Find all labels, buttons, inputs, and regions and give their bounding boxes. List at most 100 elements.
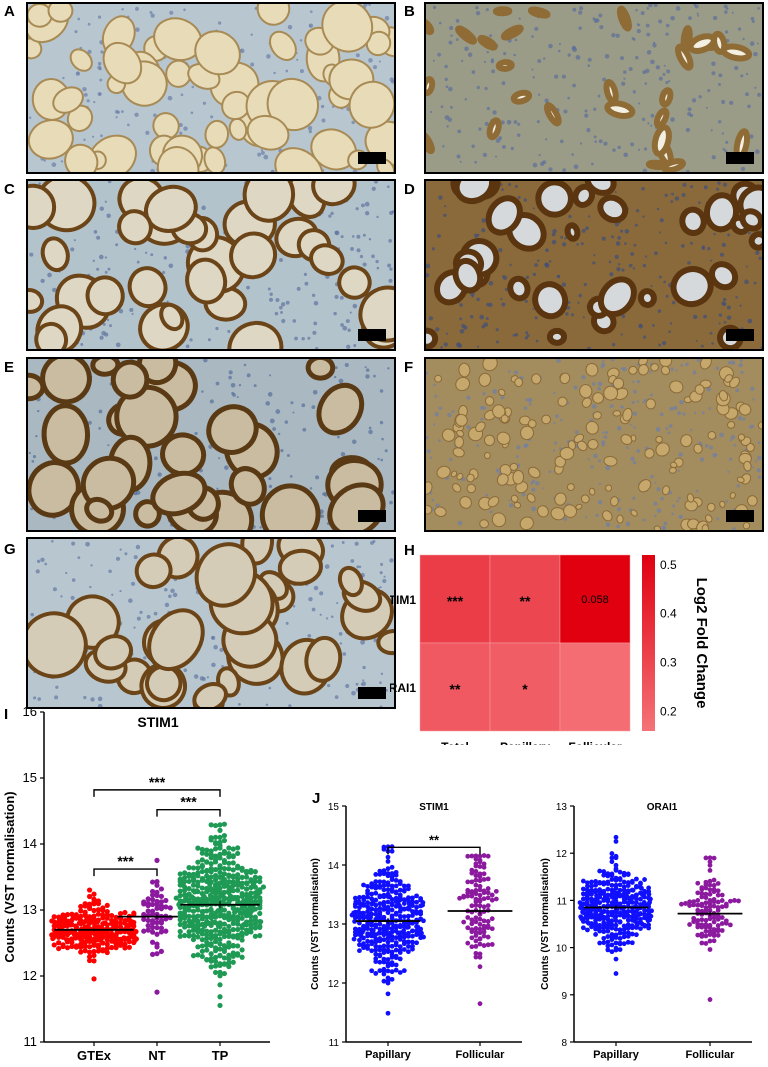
- stromal-nucleus: [307, 633, 312, 638]
- stromal-nucleus: [340, 235, 344, 239]
- data-point: [407, 900, 412, 906]
- stromal-nucleus: [455, 38, 459, 41]
- data-point: [605, 928, 611, 934]
- stromal-nucleus: [320, 514, 324, 518]
- data-point: [373, 971, 379, 976]
- stromal-nucleus: [711, 61, 716, 66]
- stromal-nucleus: [313, 300, 319, 306]
- stromal-nucleus: [711, 342, 714, 345]
- stromal-nucleus: [523, 198, 528, 202]
- y-axis-label: Counts (VST normalisation): [540, 858, 551, 990]
- stromal-nucleus: [334, 294, 339, 300]
- stromal-nucleus: [532, 76, 535, 79]
- stromal-nucleus: [269, 292, 273, 296]
- stromal-nucleus: [718, 120, 722, 124]
- follicle: [737, 433, 746, 441]
- stromal-nucleus: [592, 382, 596, 386]
- stromal-nucleus: [758, 256, 762, 260]
- data-point: [230, 950, 236, 956]
- data-point: [493, 896, 499, 902]
- data-point: [186, 871, 192, 878]
- data-point: [199, 912, 205, 919]
- follicle: [742, 521, 751, 530]
- follicle: [93, 634, 134, 671]
- follicle: [204, 119, 230, 149]
- data-point: [365, 946, 370, 951]
- data-point: [190, 865, 197, 871]
- stromal-nucleus: [285, 69, 289, 73]
- follicle: [159, 302, 185, 332]
- follicle: [622, 407, 633, 422]
- follicle: [563, 504, 578, 518]
- panel-label-i: I: [4, 706, 9, 723]
- data-point: [199, 953, 205, 960]
- data-point: [414, 899, 419, 905]
- stromal-nucleus: [587, 346, 591, 349]
- data-point: [412, 909, 418, 915]
- data-point: [703, 900, 709, 906]
- data-point: [691, 915, 697, 921]
- scatter-panel-j-stim1: STIM1 Counts (VST normalisation) 11 12 13 14 1…: [300, 790, 532, 1062]
- follicle: [585, 362, 599, 377]
- stromal-nucleus: [115, 243, 119, 247]
- stromal-nucleus: [228, 370, 233, 375]
- data-point: [625, 925, 631, 931]
- stromal-nucleus: [662, 73, 666, 76]
- data-point: [703, 907, 709, 913]
- data-point: [401, 968, 407, 974]
- data-point: [711, 938, 717, 944]
- data-point: [199, 868, 205, 875]
- stromal-nucleus: [581, 375, 586, 380]
- follicle: [580, 494, 590, 504]
- data-point: [473, 919, 479, 925]
- follicle: [185, 257, 228, 305]
- stromal-nucleus: [517, 133, 521, 137]
- follicle: [274, 147, 324, 172]
- stromal-nucleus: [751, 424, 755, 428]
- data-point: [357, 948, 362, 954]
- stromal-nucleus: [593, 453, 598, 459]
- data-point: [230, 854, 236, 860]
- data-point: [200, 876, 206, 882]
- data-point: [485, 923, 491, 929]
- data-point: [393, 967, 399, 973]
- data-point: [377, 926, 383, 932]
- follicle: [531, 373, 542, 385]
- stromal-nucleus: [440, 105, 444, 109]
- data-point: [469, 853, 475, 859]
- data-point: [377, 936, 383, 941]
- stromal-nucleus: [729, 100, 734, 106]
- stromal-nucleus: [380, 672, 384, 676]
- stromal-nucleus: [133, 555, 138, 560]
- data-point: [94, 919, 101, 925]
- stromal-nucleus: [696, 359, 702, 363]
- follicle: [720, 43, 753, 62]
- scatter-panel-j-orai1: ORAI1 Counts (VST normalisation) 8 9 10 11 12 1…: [532, 790, 768, 1062]
- stromal-nucleus: [97, 91, 102, 97]
- stromal-nucleus: [51, 540, 54, 543]
- follicle: [739, 208, 762, 232]
- stromal-nucleus: [646, 32, 651, 37]
- data-point: [195, 944, 201, 950]
- stromal-nucleus: [658, 343, 662, 347]
- data-point: [469, 921, 475, 927]
- data-point: [373, 907, 379, 913]
- stromal-nucleus: [678, 514, 683, 520]
- data-point: [205, 887, 211, 893]
- stromal-nucleus: [750, 386, 755, 391]
- stromal-nucleus: [631, 400, 635, 405]
- data-point: [361, 945, 366, 951]
- follicle: [426, 18, 435, 36]
- data-point: [465, 853, 471, 859]
- data-point: [642, 908, 647, 913]
- stromal-nucleus: [712, 15, 718, 21]
- data-point: [617, 927, 623, 933]
- data-point: [421, 934, 426, 940]
- stromal-nucleus: [134, 247, 137, 251]
- stromal-nucleus: [131, 312, 134, 315]
- data-point: [634, 876, 639, 882]
- data-point: [217, 885, 223, 891]
- stromal-nucleus: [476, 444, 480, 447]
- data-point: [419, 930, 424, 936]
- data-point: [99, 934, 105, 940]
